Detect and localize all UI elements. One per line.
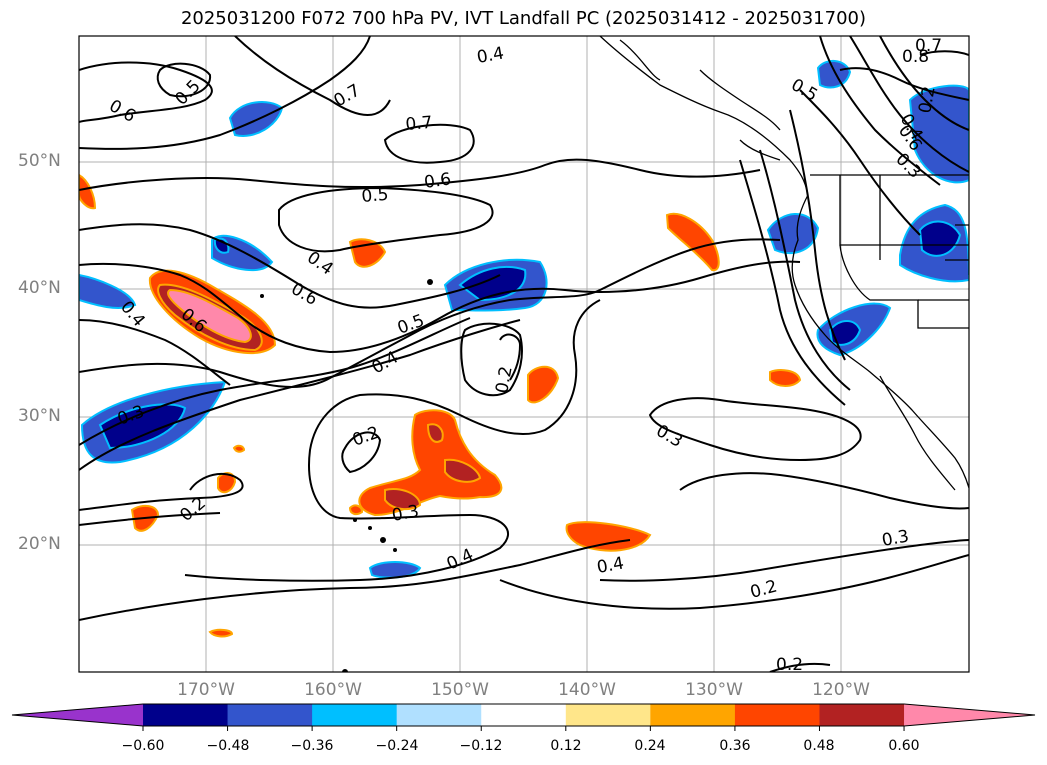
colorbar-label: 0.36 [719, 738, 751, 754]
colorbar-label: −0.12 [459, 738, 503, 754]
contour-label: 0.6 [106, 96, 139, 127]
colorbar-label: 0.12 [550, 738, 582, 754]
positive-shading [79, 173, 802, 638]
contour-label: 0.8 [902, 47, 929, 67]
lat-label-20n: 20°N [18, 534, 61, 554]
lon-label-120w: 120°W [812, 680, 870, 700]
contour-label: 0.7 [331, 80, 364, 111]
lon-label-150w: 150°W [431, 680, 489, 700]
colorbar-label: −0.60 [121, 738, 165, 754]
contour-label: 0.7 [405, 113, 434, 135]
lon-label-140w: 140°W [558, 680, 616, 700]
contour-label: 0.5 [361, 185, 390, 207]
contour-label: 0.2 [748, 577, 779, 603]
colorbar-label: 0.48 [803, 738, 835, 754]
lat-label-50n: 50°N [18, 151, 61, 171]
map-frame [78, 35, 970, 673]
contour-label: 0.5 [171, 76, 204, 109]
colorbar-label: −0.48 [206, 738, 250, 754]
colorbar-label: 0.60 [888, 738, 920, 754]
map-title: 2025031200 F072 700 hPa PV, IVT Landfall… [180, 8, 867, 29]
contour-label: 0.2 [492, 365, 516, 395]
contour-label: 0.3 [390, 502, 420, 526]
lon-label-130w: 130°W [685, 680, 743, 700]
contour-label: 0.4 [369, 347, 402, 378]
lat-label-40n: 40°N [18, 278, 61, 298]
contour-label: 0.5 [788, 75, 821, 106]
contour-label: 0.2 [776, 655, 803, 675]
contour-label: 0.4 [475, 44, 505, 68]
contour-label: 0.4 [595, 554, 625, 578]
contour-label: 0.5 [395, 311, 427, 339]
contour-label: 0.2 [350, 423, 382, 451]
colorbar-label: −0.24 [375, 738, 419, 754]
coastline [599, 36, 969, 491]
lon-label-170w: 170°W [177, 680, 235, 700]
contour-label: 0.4 [303, 248, 337, 280]
contour-label: 0.7 [915, 36, 942, 56]
negative-shading [79, 60, 969, 579]
contour-label: 0.6 [423, 169, 453, 193]
lat-label-30n: 30°N [18, 406, 61, 426]
contour-label: 0.3 [653, 421, 686, 452]
contour-label: 0.2 [915, 85, 939, 115]
islands [260, 279, 433, 672]
contour-label: 0.6 [288, 279, 321, 310]
pv-contours [79, 36, 969, 672]
colorbar-label: 0.24 [634, 738, 666, 754]
lon-label-160w: 160°W [304, 680, 362, 700]
colorbar-label: −0.36 [290, 738, 334, 754]
contour-label: 0.3 [880, 527, 910, 551]
contour-label: 0.4 [444, 545, 477, 575]
